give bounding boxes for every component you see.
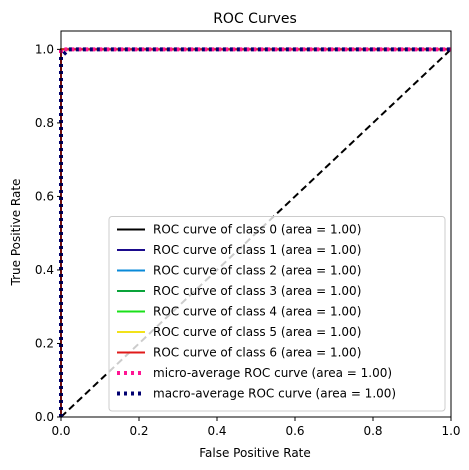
legend-label-micro-average-roc-curve-area-1-00: micro-average ROC curve (area = 1.00) (153, 366, 392, 380)
legend-label-roc-curve-of-class-4-area-1-00: ROC curve of class 4 (area = 1.00) (153, 305, 361, 319)
x-tick-label: 1.0 (441, 424, 460, 438)
y-tick-label: 0.6 (35, 189, 54, 203)
x-tick-label: 0.2 (129, 424, 148, 438)
legend-label-roc-curve-of-class-6-area-1-00: ROC curve of class 6 (area = 1.00) (153, 346, 361, 360)
y-axis-label: True Positive Rate (9, 179, 23, 287)
y-tick-label: 0.8 (35, 116, 54, 130)
x-tick-label: 0.6 (285, 424, 304, 438)
y-tick-label: 0.2 (35, 336, 54, 350)
legend: ROC curve of class 0 (area = 1.00) ROC cu… (108, 216, 446, 412)
legend-label-macro-average-roc-curve-area-1-00: macro-average ROC curve (area = 1.00) (153, 387, 396, 401)
legend-label-roc-curve-of-class-2-area-1-00: ROC curve of class 2 (area = 1.00) (153, 264, 361, 278)
x-axis-label: False Positive Rate (199, 446, 311, 460)
x-tick-label: 0.8 (363, 424, 382, 438)
y-tick-label: 1.0 (35, 42, 54, 56)
x-tick-label: 0.4 (207, 424, 226, 438)
legend-label-roc-curve-of-class-3-area-1-00: ROC curve of class 3 (area = 1.00) (153, 284, 361, 298)
series-line-8 (59, 47, 451, 417)
x-tick-label: 0.0 (51, 424, 70, 438)
legend-label-roc-curve-of-class-0-area-1-00: ROC curve of class 0 (area = 1.00) (153, 223, 361, 237)
legend-label-roc-curve-of-class-5-area-1-00: ROC curve of class 5 (area = 1.00) (153, 325, 361, 339)
legend-label-roc-curve-of-class-1-area-1-00: ROC curve of class 1 (area = 1.00) (153, 243, 361, 257)
y-tick-label: 0.0 (35, 410, 54, 424)
plot-area: 0.0 0.2 0.4 0.6 0.8 1.0 0.0 0.2 0.4 0.6 0.8 1.0 (35, 30, 461, 438)
legend-box (108, 216, 446, 412)
chart-title: ROC Curves (213, 11, 297, 27)
y-tick-label: 0.4 (35, 263, 54, 277)
plot-frame (60, 30, 452, 418)
